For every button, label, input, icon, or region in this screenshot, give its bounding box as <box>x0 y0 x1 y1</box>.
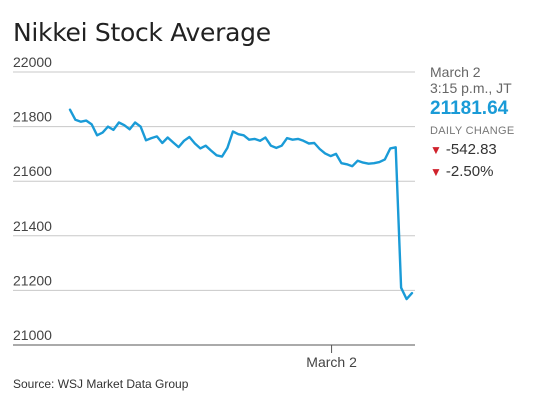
change-points-value: -542.83 <box>445 141 497 158</box>
quote-panel: March 2 3:15 p.m., JT 21181.64 DAILY CHA… <box>430 64 540 181</box>
quote-value: 21181.64 <box>430 98 509 119</box>
y-tick-label: 22000 <box>13 54 52 70</box>
x-axis: March 2 <box>306 345 357 370</box>
daily-change-label: DAILY CHANGE <box>430 125 515 137</box>
series-line <box>68 108 414 301</box>
gridlines <box>13 71 415 346</box>
chart-title: Nikkei Stock Average <box>13 18 271 47</box>
down-triangle-icon: ▼ <box>430 165 442 179</box>
y-tick-label: 21600 <box>13 163 52 179</box>
quote-date: March 2 <box>430 64 481 80</box>
change-points: ▼ -542.83 <box>430 141 540 159</box>
y-tick-label: 21200 <box>13 272 52 288</box>
y-axis-ticks: 21000 21200 21400 21600 21800 22000 <box>13 54 52 343</box>
down-triangle-icon: ▼ <box>430 143 442 157</box>
change-percent: ▼ -2.50% <box>430 163 540 181</box>
y-tick-label: 21800 <box>13 109 52 125</box>
source-note: Source: WSJ Market Data Group <box>13 377 189 391</box>
quote-time: 3:15 p.m., JT <box>430 80 512 96</box>
y-tick-label: 21400 <box>13 218 52 234</box>
y-tick-label: 21000 <box>13 327 52 343</box>
x-tick-label: March 2 <box>306 354 357 370</box>
change-percent-value: -2.50% <box>445 163 494 180</box>
